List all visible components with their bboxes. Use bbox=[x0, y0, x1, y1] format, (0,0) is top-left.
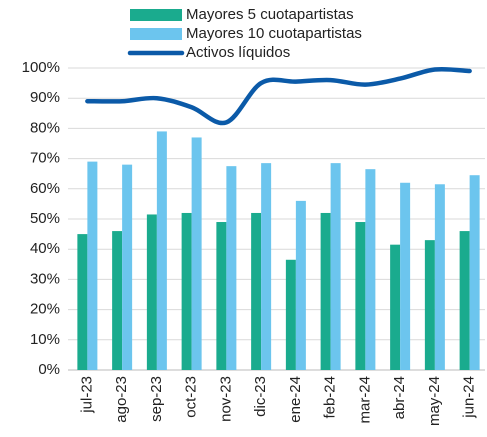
y-tick-label: 10% bbox=[30, 331, 60, 348]
bar bbox=[181, 212, 192, 370]
bar bbox=[320, 212, 331, 370]
bar bbox=[122, 164, 133, 370]
bar bbox=[87, 161, 98, 370]
x-tick-label: dic-23 bbox=[252, 376, 269, 417]
x-tick-label: sep-23 bbox=[148, 376, 165, 422]
bar bbox=[261, 163, 272, 370]
legend-label: Mayores 5 cuotapartistas bbox=[186, 6, 354, 23]
legend-swatch bbox=[130, 9, 182, 21]
bar bbox=[226, 166, 237, 370]
bar bbox=[424, 240, 435, 370]
bar bbox=[400, 182, 411, 370]
y-tick-label: 90% bbox=[30, 89, 60, 106]
bar bbox=[216, 222, 227, 370]
bar bbox=[469, 175, 480, 370]
bar bbox=[434, 184, 445, 370]
y-tick-label: 40% bbox=[30, 240, 60, 257]
x-tick-label: ene-24 bbox=[287, 376, 304, 423]
bar bbox=[390, 244, 401, 370]
x-tick-label: jul-23 bbox=[78, 376, 95, 414]
bar bbox=[365, 169, 376, 370]
bar bbox=[251, 212, 262, 370]
bar bbox=[77, 234, 88, 370]
x-tick-label: abr-24 bbox=[391, 376, 408, 419]
y-tick-label: 50% bbox=[30, 210, 60, 227]
y-tick-label: 30% bbox=[30, 270, 60, 287]
y-tick-label: 60% bbox=[30, 180, 60, 197]
bar bbox=[112, 231, 123, 370]
bar bbox=[191, 137, 202, 370]
x-tick-label: feb-24 bbox=[322, 376, 339, 419]
y-tick-label: 80% bbox=[30, 119, 60, 136]
x-tick-label: mar-24 bbox=[356, 376, 373, 424]
x-tick-label: oct-23 bbox=[183, 376, 200, 418]
bar bbox=[459, 231, 470, 370]
line bbox=[85, 66, 472, 126]
x-tick-label: ago-23 bbox=[113, 376, 130, 423]
legend-swatch bbox=[130, 28, 182, 40]
bar bbox=[285, 259, 296, 370]
x-tick-label: nov-23 bbox=[217, 376, 234, 422]
y-tick-label: 100% bbox=[22, 59, 60, 76]
bar bbox=[355, 222, 366, 370]
bar bbox=[156, 131, 167, 370]
bar bbox=[295, 200, 306, 370]
bar bbox=[330, 163, 341, 370]
x-tick-label: may-24 bbox=[426, 376, 443, 426]
bar bbox=[146, 214, 157, 370]
legend-label: Activos líquidos bbox=[186, 44, 290, 61]
y-tick-label: 20% bbox=[30, 301, 60, 318]
legend-label: Mayores 10 cuotapartistas bbox=[186, 25, 362, 42]
y-tick-label: 0% bbox=[38, 361, 60, 378]
x-tick-label: jun-24 bbox=[461, 376, 478, 419]
y-tick-label: 70% bbox=[30, 150, 60, 167]
